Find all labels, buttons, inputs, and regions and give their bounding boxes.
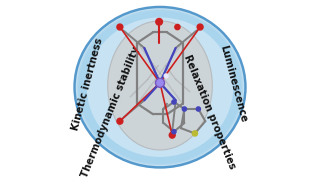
Circle shape bbox=[157, 80, 163, 86]
Ellipse shape bbox=[77, 9, 243, 165]
Ellipse shape bbox=[87, 17, 233, 157]
Text: Kinetic inertness: Kinetic inertness bbox=[70, 36, 104, 131]
Circle shape bbox=[156, 19, 163, 25]
Circle shape bbox=[175, 24, 180, 30]
Circle shape bbox=[197, 24, 203, 30]
Circle shape bbox=[172, 130, 176, 134]
Text: Thermodynamic stability: Thermodynamic stability bbox=[79, 45, 141, 179]
Ellipse shape bbox=[78, 11, 242, 164]
Circle shape bbox=[164, 74, 168, 78]
Circle shape bbox=[192, 131, 197, 136]
Circle shape bbox=[196, 107, 200, 111]
Text: Relaxation properties: Relaxation properties bbox=[182, 53, 237, 170]
Circle shape bbox=[117, 118, 123, 124]
Ellipse shape bbox=[75, 7, 245, 167]
Ellipse shape bbox=[108, 21, 212, 150]
Text: Luminescence: Luminescence bbox=[218, 44, 248, 123]
Circle shape bbox=[182, 107, 187, 111]
Circle shape bbox=[117, 24, 123, 30]
Ellipse shape bbox=[80, 12, 240, 163]
Circle shape bbox=[156, 78, 164, 87]
Circle shape bbox=[169, 132, 175, 138]
Ellipse shape bbox=[76, 8, 244, 166]
Circle shape bbox=[172, 100, 176, 104]
